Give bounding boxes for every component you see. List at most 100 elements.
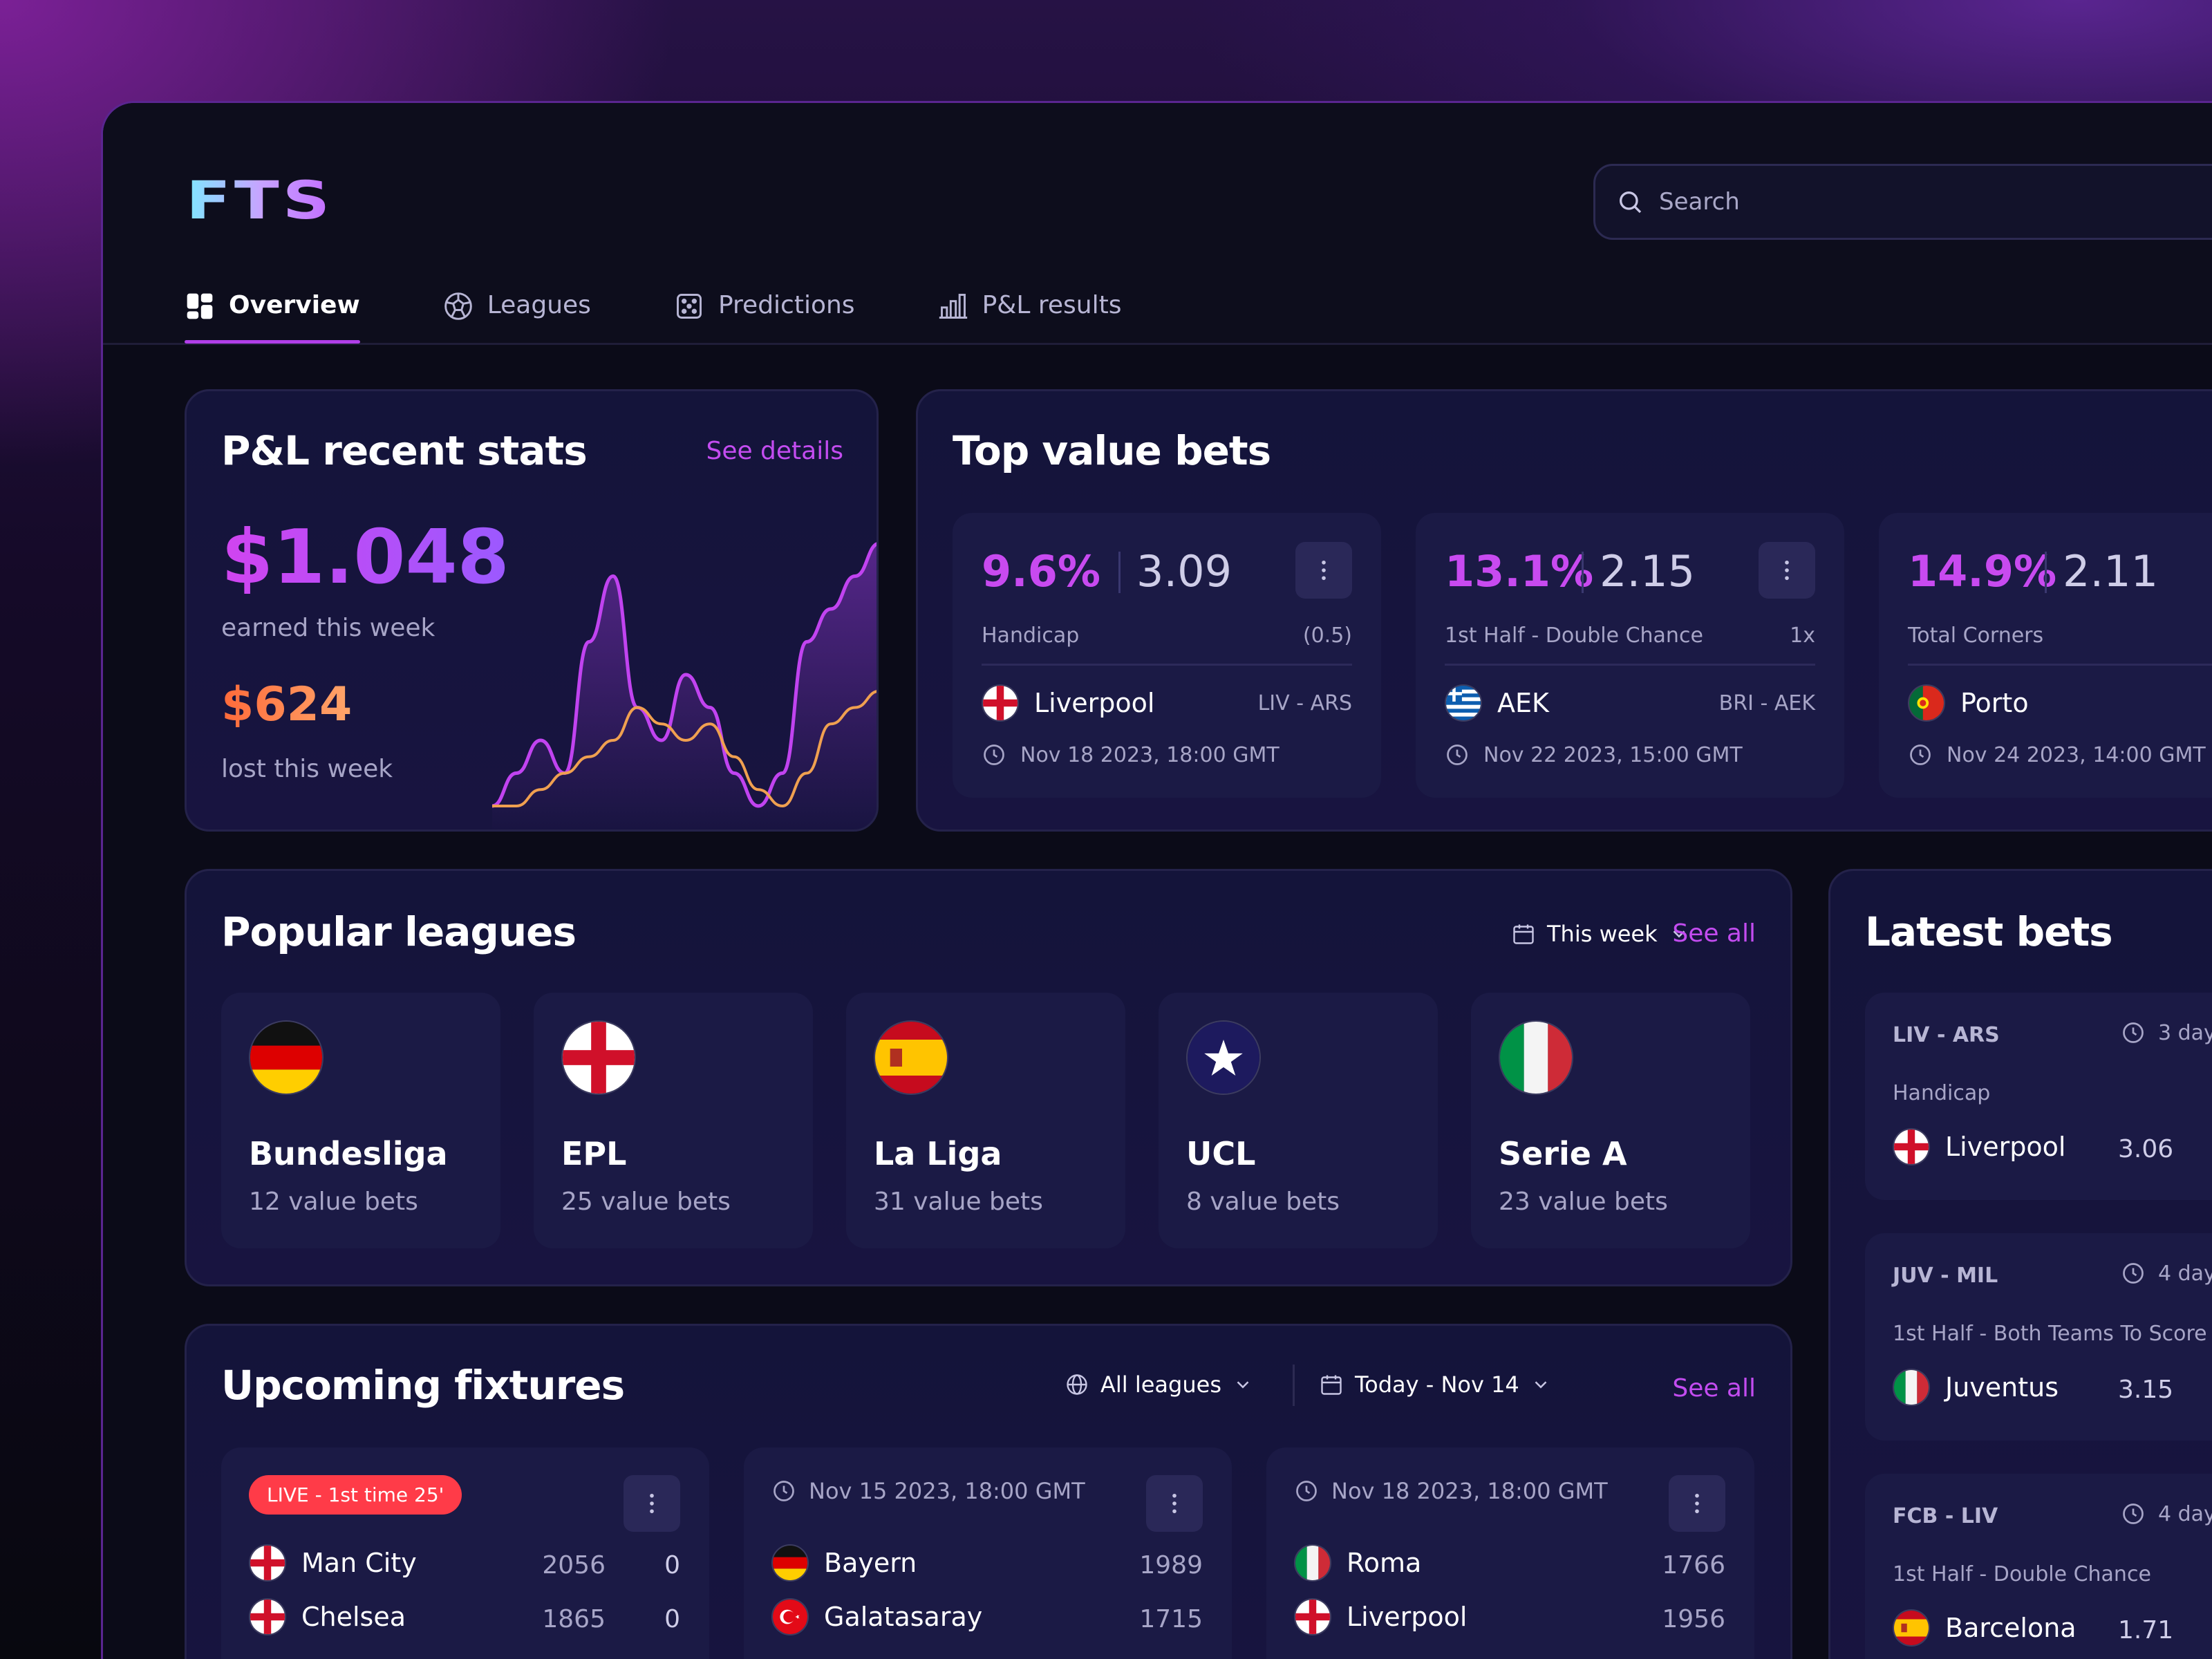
fixture-card[interactable]: Nov 15 2023, 18:00 GMT Bayern 1989 Galatasa… xyxy=(744,1447,1232,1659)
latest-bet-card[interactable]: FCB - LIV 4 day 1st Half - Double Chance Ba… xyxy=(1865,1474,2212,1659)
app-logo[interactable]: FTS xyxy=(186,169,334,231)
match-code: BRI - AEK xyxy=(1718,691,1815,715)
divider xyxy=(1582,552,1584,593)
latest-bet-card[interactable]: LIV - ARS 3 day Handicap Liverpool 3.06 xyxy=(1865,993,2212,1200)
chevron-down-icon xyxy=(1535,1381,1547,1389)
home-team-name: Man City xyxy=(301,1548,417,1578)
team-name: Liverpool xyxy=(1945,1132,2066,1162)
leagues-see-all-link[interactable]: See all xyxy=(1672,919,1756,948)
more-vertical-icon xyxy=(1695,1493,1699,1514)
league-card[interactable]: Bundesliga 12 value bets xyxy=(221,993,500,1248)
latest-bet-card[interactable]: JUV - MIL 4 day 1st Half - Both Teams To S… xyxy=(1865,1233,2212,1441)
team-name: Barcelona xyxy=(1945,1613,2077,1643)
fixture-date-row: Nov 18 2023, 18:00 GMT xyxy=(1294,1478,1608,1504)
value-bet-card[interactable]: 13.1% 2.15 1st Half - Double Chance 1x AEK BR… xyxy=(1416,513,1844,798)
clock-icon xyxy=(2123,1022,2144,1043)
clock-icon xyxy=(1296,1481,1317,1501)
fixture-date: Nov 15 2023, 18:00 GMT xyxy=(809,1478,1085,1504)
week-filter[interactable]: This week xyxy=(1511,921,1689,947)
lost-series-line xyxy=(491,690,877,808)
value-bet-card[interactable]: 9.6% 3.09 Handicap (0.5) Liverpool LIV - ARS N… xyxy=(953,513,1381,798)
match-date-row: Nov 22 2023, 15:00 GMT xyxy=(1445,742,1743,767)
see-details-link[interactable]: See details xyxy=(706,437,843,465)
match-date-row: Nov 18 2023, 18:00 GMT xyxy=(982,742,1280,767)
home-team-name: Bayern xyxy=(824,1548,917,1578)
league-filter[interactable]: All leagues xyxy=(1065,1371,1253,1398)
league-name: Bundesliga xyxy=(249,1135,448,1172)
divider xyxy=(1118,552,1121,593)
fixture-card[interactable]: LIVE - 1st time 25' Man City 2056 0 Chelsea 1… xyxy=(221,1447,709,1659)
lost-amount: $624 xyxy=(221,677,353,732)
league-name: UCL xyxy=(1186,1135,1256,1172)
league-card[interactable]: UCL 8 value bets xyxy=(1159,993,1438,1248)
bet-time-row: 3 day xyxy=(2121,1020,2212,1045)
more-options-button[interactable] xyxy=(1295,542,1352,599)
odds-value: 2.15 xyxy=(1600,546,1696,597)
away-team-rating: 1865 xyxy=(542,1605,606,1633)
value-pct: 14.9% xyxy=(1908,546,2057,597)
home-team-row: Roma xyxy=(1294,1544,1421,1582)
lost-label: lost this week xyxy=(221,755,393,783)
value-pct: 13.1% xyxy=(1445,546,1594,597)
team-name: Liverpool xyxy=(1034,688,1155,718)
match-date: Nov 18 2023, 18:00 GMT xyxy=(1020,742,1280,767)
more-options-button[interactable] xyxy=(624,1475,680,1532)
flag-portugal-icon xyxy=(1908,684,1945,722)
league-card[interactable]: Serie A 23 value bets xyxy=(1471,993,1750,1248)
flag-germany-icon xyxy=(249,1020,324,1095)
flag-italy-icon xyxy=(1893,1369,1930,1406)
more-options-button[interactable] xyxy=(1759,542,1815,599)
match-date-row: Nov 24 2023, 14:00 GMT xyxy=(1908,742,2206,767)
upcoming-fixtures-card: Upcoming fixtures All leagues Today - No… xyxy=(185,1324,1792,1659)
more-options-button[interactable] xyxy=(1146,1475,1203,1532)
earned-series-area xyxy=(492,544,877,830)
match-code: LIV - ARS xyxy=(1893,1023,2000,1047)
tab-overview[interactable]: Overview xyxy=(185,284,360,344)
bar-chart-icon xyxy=(939,294,967,319)
fixtures-see-all-link[interactable]: See all xyxy=(1672,1374,1756,1403)
clock-icon xyxy=(774,1481,794,1501)
league-card[interactable]: EPL 25 value bets xyxy=(534,993,813,1248)
home-team-rating: 2056 xyxy=(542,1551,606,1580)
value-pct: 9.6% xyxy=(982,546,1100,597)
away-team-rating: 1956 xyxy=(1662,1605,1725,1633)
tab-pl-results[interactable]: P&L results xyxy=(938,284,1121,344)
more-options-button[interactable] xyxy=(1669,1475,1725,1532)
team-row: Juventus xyxy=(1893,1369,2059,1406)
market-line: (0.5) xyxy=(1302,624,1352,648)
team-row: Barcelona xyxy=(1893,1609,2077,1647)
bet-time: 4 day xyxy=(2158,1501,2212,1526)
fixture-card[interactable]: Nov 18 2023, 18:00 GMT Roma 1766 Liverpool 1… xyxy=(1266,1447,1754,1659)
league-name: La Liga xyxy=(874,1135,1002,1172)
team-name: AEK xyxy=(1497,688,1549,718)
tab-label: Predictions xyxy=(718,291,855,319)
clock-icon xyxy=(2123,1263,2144,1284)
flag-england-icon xyxy=(982,684,1019,722)
clock-icon xyxy=(2123,1503,2144,1524)
tab-label: Overview xyxy=(229,291,360,319)
clock-icon xyxy=(1910,744,1931,765)
dice-icon xyxy=(676,294,702,319)
bet-time: 4 day xyxy=(2158,1261,2212,1286)
league-card[interactable]: La Liga 31 value bets xyxy=(846,993,1125,1248)
earned-label: earned this week xyxy=(221,614,435,642)
flag-italy-icon xyxy=(1294,1544,1331,1582)
tab-leagues[interactable]: Leagues xyxy=(443,284,591,344)
clock-icon xyxy=(1447,744,1468,765)
globe-icon xyxy=(1067,1374,1087,1395)
market-label: 1st Half - Double Chance xyxy=(1445,624,1703,648)
odds-value: 2.11 xyxy=(2063,546,2159,597)
fixture-date-row: Nov 15 2023, 18:00 GMT xyxy=(771,1478,1085,1504)
away-team-name: Chelsea xyxy=(301,1602,406,1632)
date-filter-label: Today - Nov 14 xyxy=(1355,1371,1519,1398)
tab-predictions[interactable]: Predictions xyxy=(674,284,855,344)
date-filter[interactable]: Today - Nov 14 xyxy=(1319,1371,1551,1398)
separator xyxy=(982,664,1352,666)
grid-icon xyxy=(187,293,213,319)
league-value-count: 25 value bets xyxy=(561,1188,731,1216)
top-bets-title: Top value bets xyxy=(953,427,1271,474)
search-input[interactable] xyxy=(1659,188,2143,216)
search-box[interactable] xyxy=(1593,164,2212,240)
away-team-name: Liverpool xyxy=(1347,1602,1468,1632)
